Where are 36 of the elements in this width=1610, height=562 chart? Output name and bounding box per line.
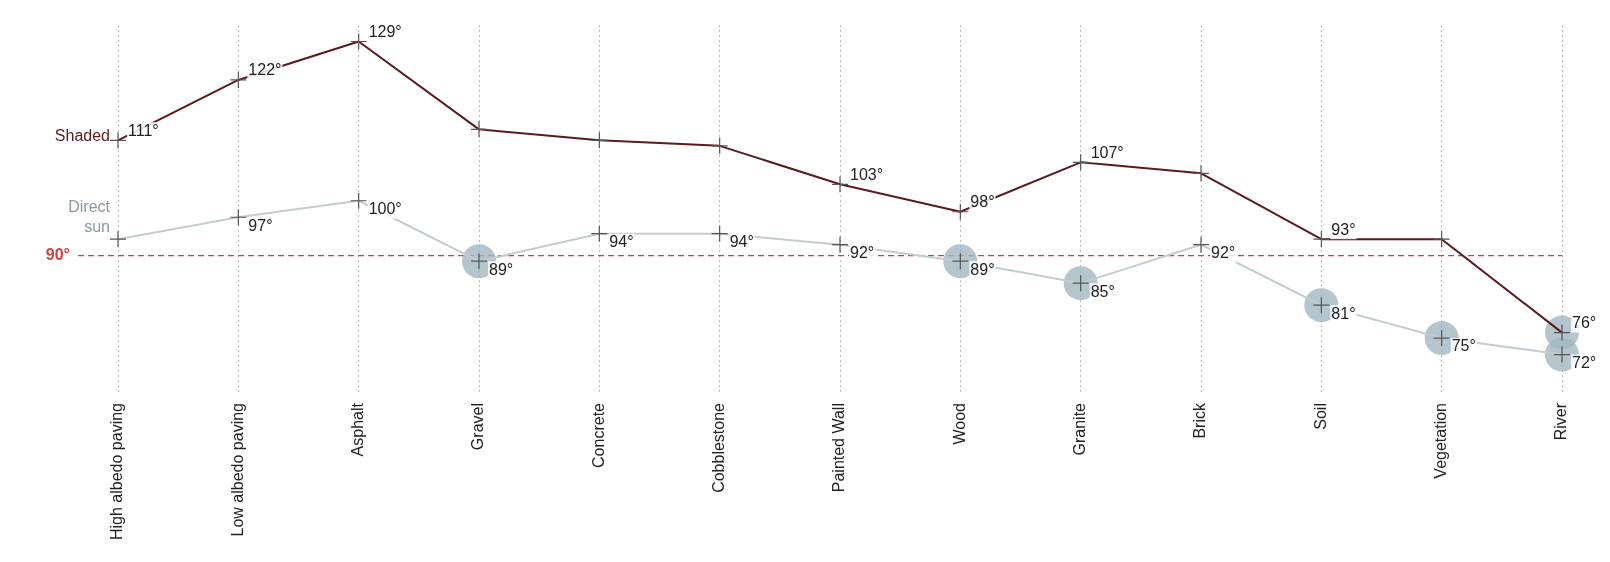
data-label: 94° <box>729 233 754 251</box>
x-tick-label: Wood <box>950 403 968 445</box>
data-label: 94° <box>609 233 634 251</box>
ref-line-label: 90° <box>45 246 70 264</box>
series-label: Direct sun <box>68 197 111 235</box>
x-tick-label: Vegetation <box>1432 403 1450 479</box>
data-label: 100° <box>368 200 402 218</box>
x-tick-label: Asphalt <box>349 402 367 457</box>
data-label: 89° <box>489 260 514 278</box>
data-label: 76° <box>1572 313 1597 331</box>
x-tick-label: Concrete <box>589 402 607 468</box>
x-tick-label: Low albedo paving <box>228 403 246 537</box>
x-tick-label: Soil <box>1311 403 1329 430</box>
data-label: 107° <box>1090 143 1124 161</box>
x-tick-label: Painted Wall <box>830 403 848 493</box>
data-label: 103° <box>850 165 884 183</box>
data-label: 93° <box>1331 220 1356 238</box>
data-label: 98° <box>970 193 995 211</box>
x-tick-label: Gravel <box>469 403 487 451</box>
data-label: 97° <box>248 216 273 234</box>
data-label: 129° <box>368 22 402 40</box>
x-tick-label: Brick <box>1191 402 1209 439</box>
x-tick-label: River <box>1552 402 1570 441</box>
x-tick-label: Granite <box>1071 402 1089 456</box>
data-label: 92° <box>1211 244 1236 262</box>
data-label: 111° <box>128 121 159 139</box>
data-label: 92° <box>850 244 875 262</box>
data-label: 81° <box>1331 304 1356 322</box>
series-label: Shaded <box>54 126 110 144</box>
data-label: 89° <box>970 260 995 278</box>
x-tick-label: High albedo paving <box>108 403 126 541</box>
data-label: 85° <box>1090 282 1115 300</box>
x-tick-label: Cobblestone <box>710 402 728 493</box>
data-label: 122° <box>248 61 282 79</box>
data-label: 75° <box>1451 337 1476 355</box>
data-label: 72° <box>1572 353 1597 371</box>
